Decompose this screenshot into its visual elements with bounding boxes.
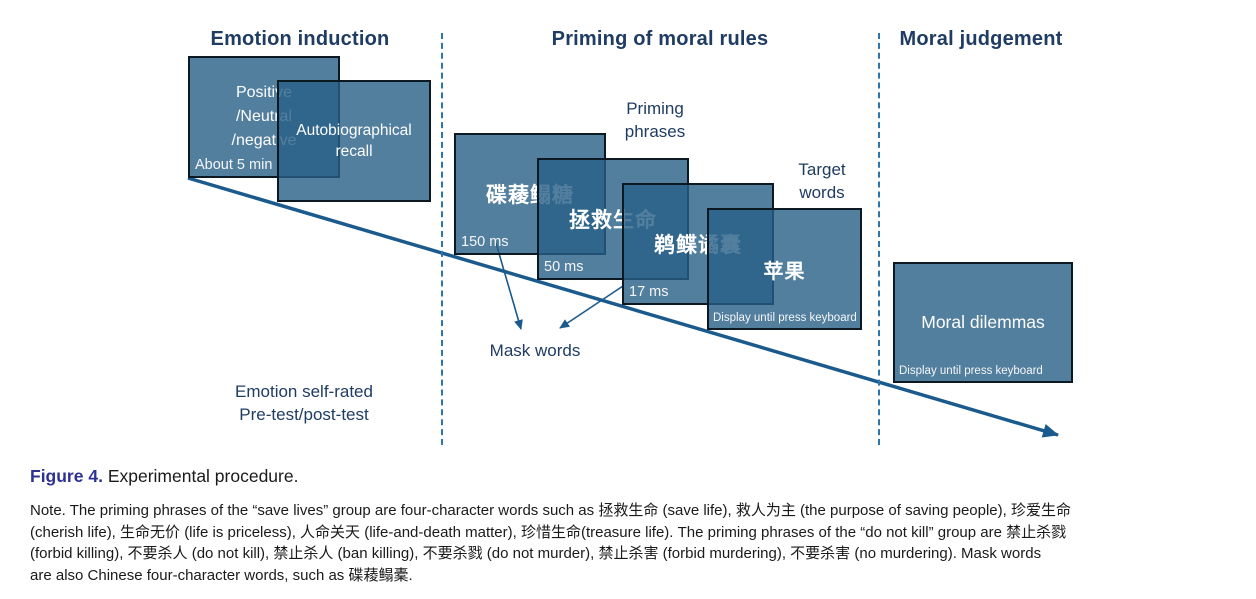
figure-number-label: Figure 4.	[30, 466, 103, 486]
emotion-self-rated-line2: Pre-test/post-test	[239, 405, 369, 424]
mask-pointer-arrow-2	[559, 285, 624, 329]
note-line-2: (cherish life), 生命无价 (life is priceless)…	[30, 523, 1067, 541]
section-title-priming: Priming of moral rules	[551, 28, 769, 50]
figure-caption-title-line: Figure 4. Experimental procedure.	[30, 466, 1230, 487]
section-title-moral-judgement: Moral judgement	[899, 28, 1063, 50]
section-divider-2	[878, 33, 880, 445]
target-words-line1: Target	[798, 160, 846, 179]
figure-note: Note. The priming phrases of the “save l…	[30, 500, 1230, 586]
priming-phrases-label: Priming phrases	[575, 97, 735, 143]
priming-phrases-line1: Priming	[626, 99, 684, 118]
mask2-duration: 17 ms	[629, 284, 669, 300]
moral-dilemmas-label: Moral dilemmas	[921, 312, 1045, 332]
figure-caption: Figure 4. Experimental procedure. Note. …	[30, 466, 1230, 586]
emotion-self-rated-label: Emotion self-rated Pre-test/post-test	[184, 380, 424, 426]
target-words-label: Target words	[762, 158, 882, 204]
mask-pointer-arrow-1	[495, 242, 523, 330]
main-timeline-arrow	[187, 176, 1059, 438]
note-line-1: Note. The priming phrases of the “save l…	[30, 502, 1071, 519]
autobiographical-recall-box: Autobiographical recall	[277, 80, 431, 202]
mask-words-label: Mask words	[489, 341, 581, 360]
prime-duration: 50 ms	[544, 259, 584, 275]
target-screen-box: 苹果 Display until press keyboard	[707, 208, 862, 330]
moral-dilemmas-box: Moral dilemmas Display until press keybo…	[893, 262, 1073, 383]
section-divider-1	[441, 33, 443, 445]
emotion-self-rated-line1: Emotion self-rated	[235, 382, 373, 401]
target-words-line2: words	[799, 183, 845, 202]
timeline-arrows	[187, 176, 1059, 438]
target-word: 苹果	[763, 260, 806, 283]
note-line-4: are also Chinese four-character words, s…	[30, 566, 413, 584]
figure-title-text: Experimental procedure.	[107, 466, 299, 486]
note-line-3: (forbid killing), 不要杀人 (do not kill), 禁止…	[30, 545, 1042, 562]
mask1-duration: 150 ms	[461, 234, 509, 250]
priming-phrases-line2: phrases	[624, 122, 686, 141]
valence-duration: About 5 min	[195, 157, 273, 173]
target-duration: Display until press keyboard	[713, 312, 857, 324]
recall-text: Autobiographical recall	[279, 82, 429, 200]
section-title-emotion-induction: Emotion induction	[210, 28, 390, 50]
moral-dilemmas-duration: Display until press keyboard	[899, 365, 1043, 377]
recall-line-2: recall	[335, 143, 373, 160]
recall-line-1: Autobiographical	[296, 122, 412, 139]
